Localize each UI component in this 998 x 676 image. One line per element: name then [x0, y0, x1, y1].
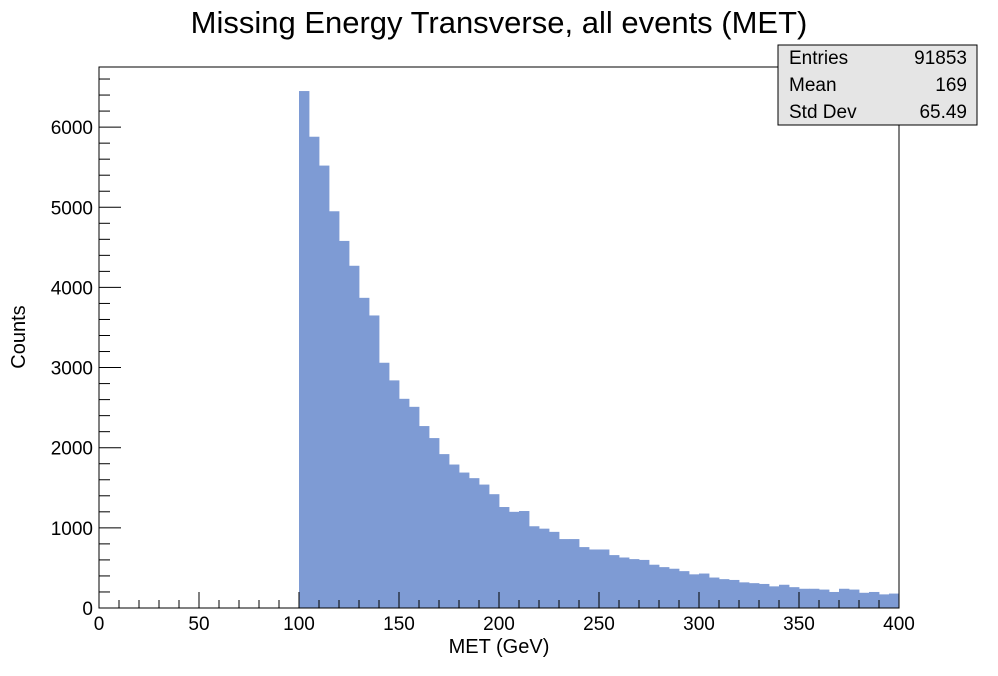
histogram-bar [409, 406, 420, 608]
axis-ticks [98, 78, 900, 609]
histogram-bar [329, 211, 340, 608]
plot-frame [98, 66, 900, 609]
y-tick-label: 3000 [51, 359, 93, 380]
histogram-bar [349, 265, 360, 608]
histogram-bar [559, 539, 570, 608]
histogram-bar [459, 472, 470, 608]
histogram-bar [729, 579, 740, 608]
stats-entries-value: 91853 [914, 48, 967, 69]
histogram-bar [689, 574, 700, 608]
histogram-bar [579, 547, 590, 608]
histogram-bar [319, 165, 330, 609]
x-tick-label: 50 [188, 614, 209, 635]
stats-std-dev-value: 65.49 [919, 102, 967, 123]
x-tick-label: 250 [583, 614, 615, 635]
histogram-bar [859, 592, 870, 608]
histogram-bar [569, 539, 580, 608]
x-tick-label: 400 [883, 614, 915, 635]
histogram-bar [749, 583, 760, 608]
histogram-bar [429, 438, 440, 608]
x-tick-label: 200 [483, 614, 515, 635]
histogram-bar [649, 564, 660, 608]
histogram-bar [869, 591, 880, 608]
histogram-bar [469, 478, 480, 608]
histogram-bar [659, 567, 670, 608]
y-tick-label: 2000 [51, 439, 93, 460]
x-tick-label: 100 [283, 614, 315, 635]
histogram-bar [529, 526, 540, 608]
histogram-bar [389, 380, 400, 608]
histogram-bar [739, 582, 750, 608]
histogram-bar [369, 315, 380, 608]
histogram-bar [379, 362, 390, 608]
histogram-bar [849, 589, 860, 608]
histogram-bar [309, 136, 320, 608]
histogram-bar [589, 549, 600, 608]
y-tick-label: 0 [82, 599, 93, 620]
histogram-bar [719, 579, 730, 608]
x-tick-label: 350 [783, 614, 815, 635]
histogram-bar [779, 584, 790, 608]
histogram-bar [709, 577, 720, 608]
histogram-bar [839, 588, 850, 608]
y-tick-label: 1000 [51, 519, 93, 540]
histogram-bars [299, 91, 900, 609]
histogram-bar [619, 557, 630, 608]
x-tick-label: 300 [683, 614, 715, 635]
stats-mean-label: Mean [789, 75, 837, 96]
histogram-bar [769, 586, 780, 608]
histogram-bar [539, 528, 550, 608]
x-tick-label: 150 [383, 614, 415, 635]
histogram-bar [669, 568, 680, 608]
chart-title: Missing Energy Transverse, all events (M… [191, 5, 808, 40]
stats-entries-label: Entries [789, 48, 848, 69]
x-axis-label: MET (GeV) [449, 636, 550, 658]
histogram-bar [359, 297, 370, 608]
histogram-bar [819, 589, 830, 608]
axis-tick-labels: 0 50 100 150 200 250 300 350 4000100020003000400… [51, 118, 915, 635]
histogram-bar [449, 464, 460, 608]
histogram-bar [889, 593, 900, 608]
histogram-bar [439, 454, 450, 608]
histogram-bar [339, 240, 350, 608]
stats-box: Entries 91853 Mean 169 Std Dev 65.49 [777, 44, 978, 126]
histogram-bar [519, 511, 530, 608]
y-axis-label: Counts [8, 305, 30, 368]
histogram-bar [799, 588, 810, 608]
histogram-bar [699, 573, 710, 608]
stats-mean-value: 169 [935, 75, 967, 96]
histogram-bar [399, 398, 410, 608]
histogram-bar [599, 549, 610, 608]
histogram-bar [549, 531, 560, 608]
histogram-bar [499, 507, 510, 608]
histogram-bar [509, 511, 520, 608]
histogram-bar [679, 571, 690, 608]
histogram-bar [629, 559, 640, 608]
histogram-bar [489, 494, 500, 608]
y-tick-label: 5000 [51, 198, 93, 219]
histogram-bar [789, 587, 800, 608]
histogram-bar [809, 588, 820, 608]
y-tick-label: 6000 [51, 118, 93, 139]
histogram-bar [609, 555, 620, 608]
stats-box-background [777, 44, 978, 126]
histogram-bar [639, 559, 650, 608]
stats-std-dev-label: Std Dev [789, 102, 857, 123]
histogram-bar [479, 484, 490, 608]
histogram-bar [879, 594, 890, 608]
histogram-bar [299, 91, 310, 609]
histogram-bar [419, 426, 430, 608]
histogram-bar [829, 591, 840, 608]
x-tick-label: 0 [94, 614, 105, 635]
y-tick-label: 4000 [51, 278, 93, 299]
histogram-bar [759, 583, 770, 608]
